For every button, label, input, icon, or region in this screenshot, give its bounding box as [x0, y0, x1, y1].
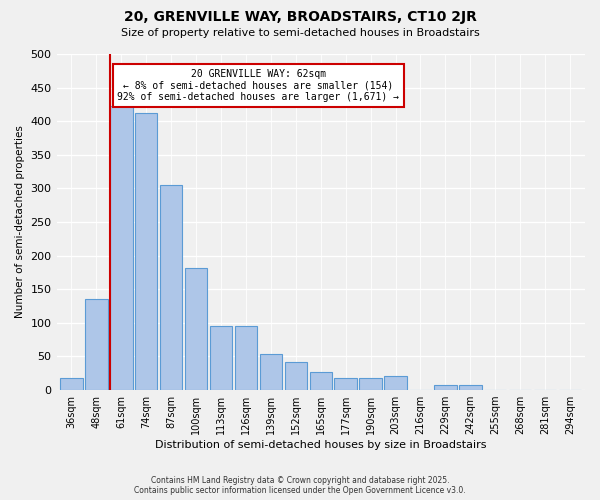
Bar — [284, 362, 307, 390]
X-axis label: Distribution of semi-detached houses by size in Broadstairs: Distribution of semi-detached houses by … — [155, 440, 487, 450]
Bar — [385, 376, 407, 390]
Text: Contains HM Land Registry data © Crown copyright and database right 2025.
Contai: Contains HM Land Registry data © Crown c… — [134, 476, 466, 495]
Bar — [260, 354, 282, 390]
Bar — [459, 386, 482, 390]
Text: 20 GRENVILLE WAY: 62sqm
← 8% of semi-detached houses are smaller (154)
92% of se: 20 GRENVILLE WAY: 62sqm ← 8% of semi-det… — [118, 69, 400, 102]
Bar — [210, 326, 232, 390]
Text: Size of property relative to semi-detached houses in Broadstairs: Size of property relative to semi-detach… — [121, 28, 479, 38]
Bar — [85, 300, 107, 390]
Bar — [135, 113, 157, 390]
Bar — [434, 386, 457, 390]
Bar — [310, 372, 332, 390]
Bar — [60, 378, 83, 390]
Y-axis label: Number of semi-detached properties: Number of semi-detached properties — [15, 126, 25, 318]
Bar — [160, 185, 182, 390]
Bar — [110, 106, 133, 390]
Bar — [235, 326, 257, 390]
Text: 20, GRENVILLE WAY, BROADSTAIRS, CT10 2JR: 20, GRENVILLE WAY, BROADSTAIRS, CT10 2JR — [124, 10, 476, 24]
Bar — [185, 268, 208, 390]
Bar — [359, 378, 382, 390]
Bar — [334, 378, 357, 390]
